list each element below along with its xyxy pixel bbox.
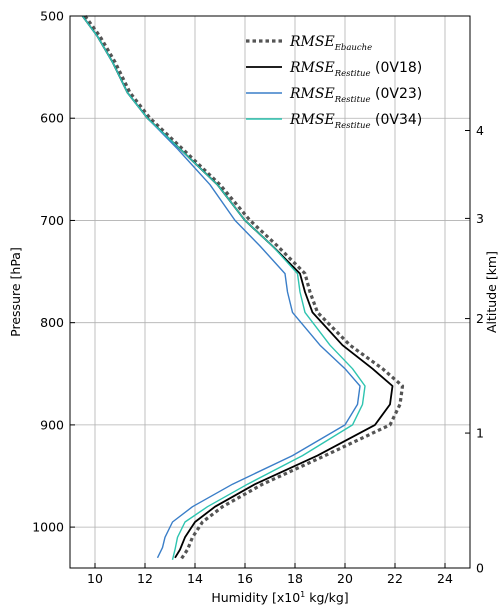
x-axis-label-main: Humidity [x10 xyxy=(211,590,300,605)
y2-tick-label: 4 xyxy=(476,123,484,138)
x-tick-label: 16 xyxy=(237,571,253,586)
x-tick-label: 10 xyxy=(87,571,103,586)
y2-tick-label: 2 xyxy=(476,311,484,326)
y2-axis-label: Altitude [km] xyxy=(484,251,499,333)
x-tick-label: 22 xyxy=(387,571,403,586)
y2-axis-ticks: 0 1 2 3 4 xyxy=(465,123,484,576)
x-tick-label: 18 xyxy=(287,571,303,586)
grid xyxy=(70,15,470,568)
legend: RMSEEbauche RMSERestitue (0V18) RMSERestit… xyxy=(246,34,422,131)
x-axis-label-unit: kg/kg] xyxy=(305,590,348,605)
x-axis-label-sup: 1 xyxy=(300,590,305,599)
y-tick-label: 1000 xyxy=(32,520,64,535)
x-tick-label: 24 xyxy=(437,571,453,586)
legend-entry: RMSEEbauche xyxy=(289,34,372,53)
legend-entry: RMSERestitue (0V34) xyxy=(289,112,422,131)
series-lines xyxy=(81,15,405,562)
y2-tick-label: 1 xyxy=(476,426,484,441)
legend-entry: RMSERestitue (0V18) xyxy=(289,60,422,79)
x-axis-ticks: 10 12 14 16 18 20 22 24 xyxy=(87,563,453,586)
y-tick-label: 800 xyxy=(40,315,64,330)
y-tick-label: 700 xyxy=(40,213,64,228)
x-tick-label: 12 xyxy=(137,571,153,586)
x-tick-label: 20 xyxy=(337,571,353,586)
y2-tick-label: 3 xyxy=(476,211,484,226)
y-axis-ticks: 500 600 700 800 900 1000 xyxy=(32,9,75,535)
series-line-ebauche xyxy=(83,15,405,562)
y2-tick-label: 0 xyxy=(476,561,484,576)
series-line-restitue-0v34 xyxy=(81,15,366,560)
y-tick-label: 500 xyxy=(40,9,64,24)
plot-frame xyxy=(69,15,471,569)
legend-entry: RMSERestitue (0V23) xyxy=(289,86,422,105)
y-axis-label: Pressure [hPa] xyxy=(8,247,23,337)
x-axis-label: Humidity [x101 kg/kg] xyxy=(211,590,348,605)
x-tick-label: 14 xyxy=(187,571,203,586)
y-tick-label: 900 xyxy=(40,417,64,432)
y-tick-label: 600 xyxy=(40,111,64,126)
